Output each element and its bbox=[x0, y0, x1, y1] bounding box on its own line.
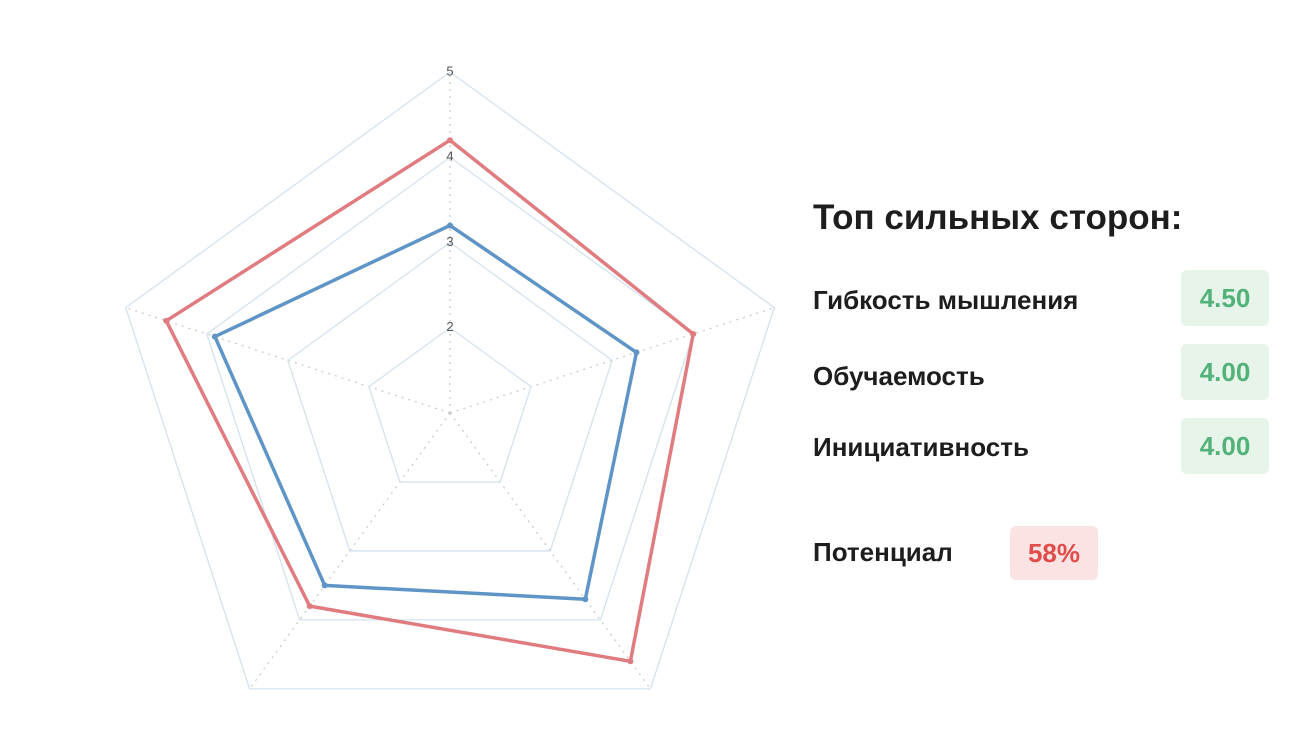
data-point bbox=[627, 658, 634, 665]
item-score: 4.50 bbox=[1181, 270, 1269, 326]
data-point bbox=[447, 222, 453, 229]
item-score: 4.00 bbox=[1181, 418, 1269, 474]
axis-spoke bbox=[125, 307, 451, 414]
potential-label: Потенциал bbox=[813, 537, 953, 567]
potential-score: 58% bbox=[1010, 526, 1098, 580]
axis-spoke bbox=[249, 412, 451, 690]
data-point bbox=[633, 349, 640, 356]
data-point bbox=[690, 330, 697, 337]
data-point bbox=[211, 333, 218, 340]
data-point bbox=[306, 603, 313, 610]
grid-ring bbox=[287, 241, 613, 552]
grid-ring bbox=[124, 71, 776, 690]
grid-ring bbox=[206, 156, 694, 621]
series-line bbox=[213, 223, 639, 601]
axis-spoke bbox=[449, 307, 775, 414]
item-score: 4.00 bbox=[1181, 344, 1269, 400]
item-label: Обучаемость bbox=[813, 361, 985, 391]
data-point bbox=[163, 317, 170, 324]
axis-spoke bbox=[449, 412, 651, 690]
panel-title: Топ сильных сторон: bbox=[813, 198, 1183, 237]
r-tick-label: 2 bbox=[446, 319, 453, 334]
item-label: Гибкость мышления bbox=[813, 285, 1079, 315]
r-tick-label: 3 bbox=[446, 234, 453, 249]
data-point bbox=[321, 582, 328, 589]
series-line bbox=[164, 138, 695, 664]
r-tick-label: 5 bbox=[446, 63, 453, 78]
grid-ring bbox=[368, 326, 532, 483]
data-point bbox=[582, 596, 589, 603]
item-label: Инициативность bbox=[813, 432, 1029, 462]
radar-chart: 2 3 4 5 bbox=[124, 63, 776, 690]
r-tick-label: 4 bbox=[446, 149, 453, 164]
data-point bbox=[447, 137, 453, 144]
